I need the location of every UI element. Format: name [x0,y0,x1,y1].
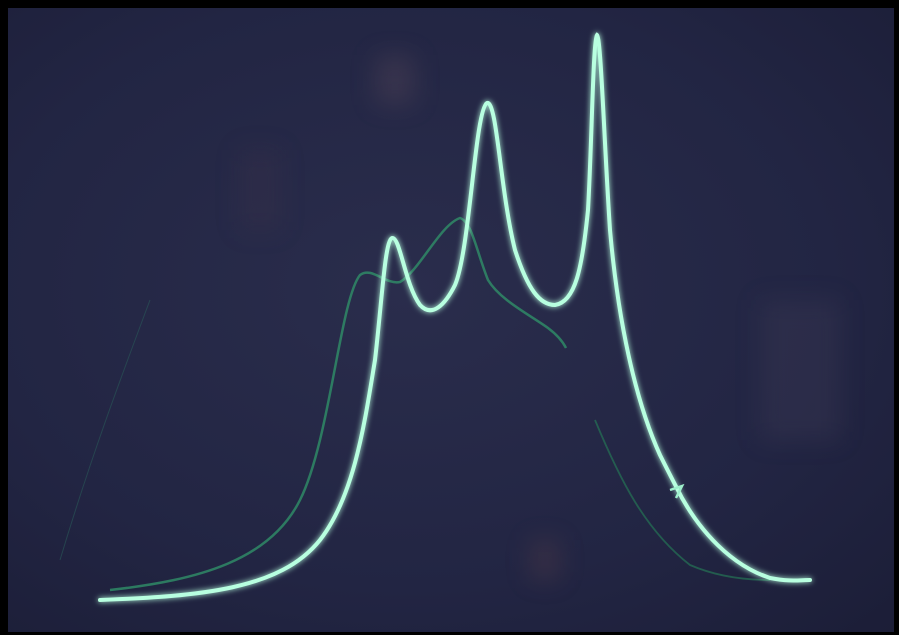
bright-trace [98,32,812,602]
screen [8,8,894,632]
faint-left-trace [59,299,151,561]
reflections [240,55,840,580]
trace-hook [669,483,685,499]
dim-tail [594,419,771,581]
dim-trace [109,216,568,592]
